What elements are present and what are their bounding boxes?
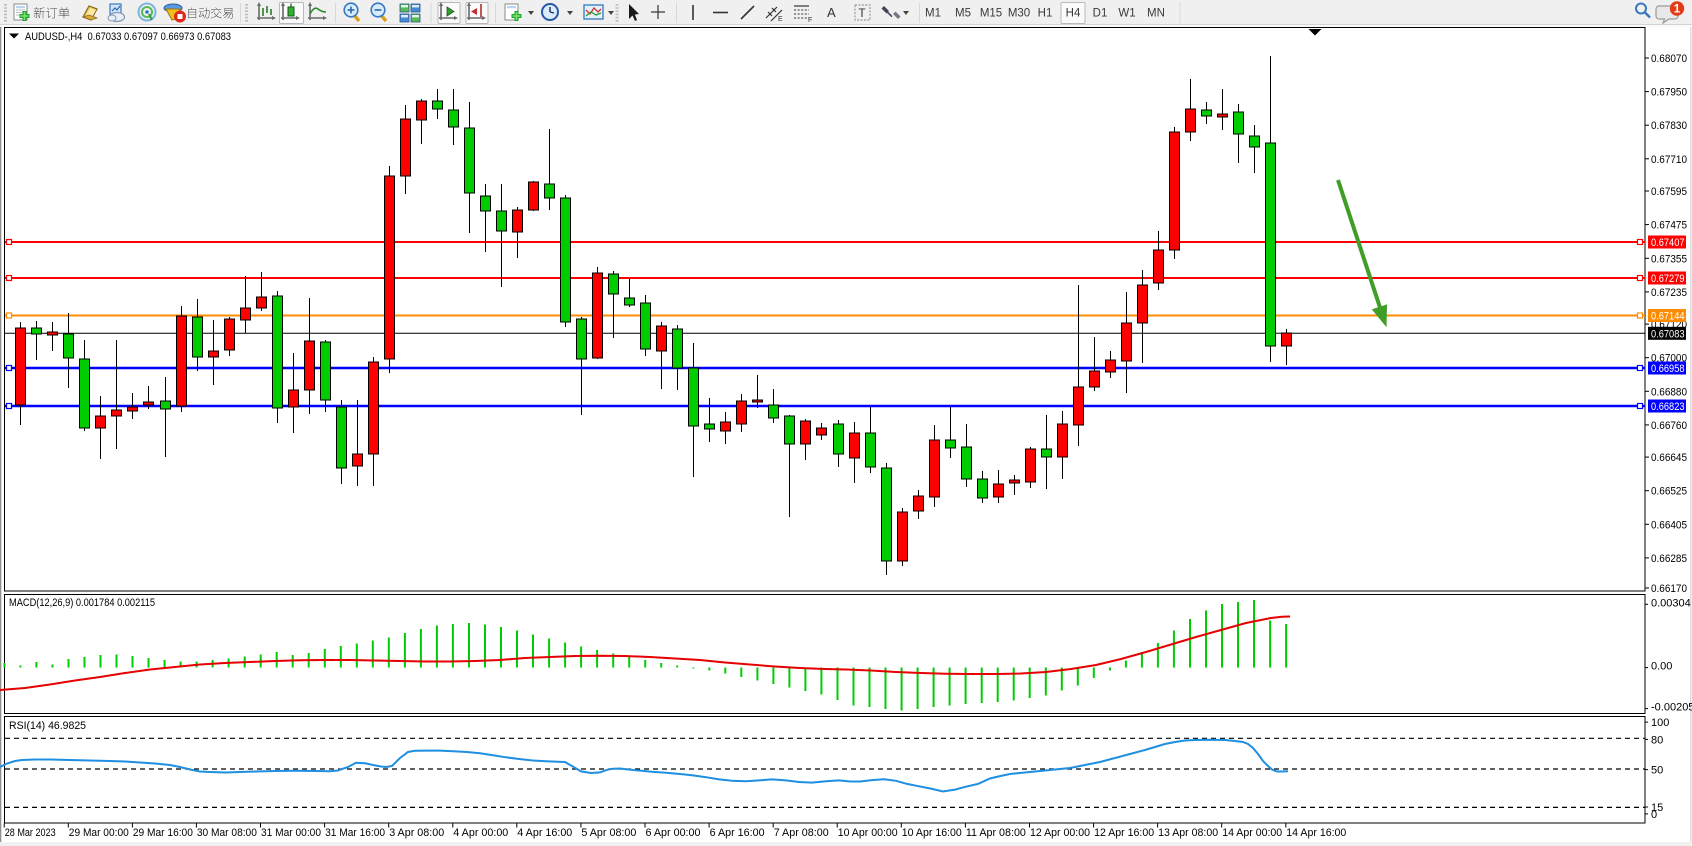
- svg-text:4 Apr 16:00: 4 Apr 16:00: [517, 827, 572, 839]
- svg-text:0.67950: 0.67950: [1651, 87, 1687, 99]
- svg-text:1: 1: [1674, 4, 1681, 16]
- svg-text:12 Apr 00:00: 12 Apr 00:00: [1030, 827, 1090, 839]
- svg-text:100: 100: [1651, 717, 1669, 729]
- svg-text:13 Apr 08:00: 13 Apr 08:00: [1158, 827, 1218, 839]
- svg-text:A: A: [827, 5, 836, 20]
- svg-text:D1: D1: [1093, 8, 1108, 20]
- svg-text:31 Mar 16:00: 31 Mar 16:00: [325, 827, 385, 839]
- svg-text:0.67595: 0.67595: [1651, 186, 1687, 198]
- svg-text:0.66760: 0.66760: [1651, 420, 1687, 432]
- svg-text:14 Apr 16:00: 14 Apr 16:00: [1286, 827, 1346, 839]
- svg-text:80: 80: [1651, 734, 1663, 746]
- svg-text:10 Apr 00:00: 10 Apr 00:00: [838, 827, 898, 839]
- svg-text:15: 15: [1651, 802, 1663, 814]
- svg-text:0.67235: 0.67235: [1651, 287, 1687, 299]
- svg-text:0.66645: 0.66645: [1651, 452, 1687, 464]
- svg-text:0.67710: 0.67710: [1651, 154, 1687, 166]
- svg-text:MACD(12,26,9) 0.001784 0.00211: MACD(12,26,9) 0.001784 0.002115: [9, 597, 155, 609]
- svg-text:28 Mar 2023: 28 Mar 2023: [5, 827, 56, 839]
- svg-text:30 Mar 08:00: 30 Mar 08:00: [197, 827, 257, 839]
- svg-text:0.67083: 0.67083: [1651, 328, 1685, 340]
- svg-text:5 Apr 08:00: 5 Apr 08:00: [581, 827, 636, 839]
- svg-text:F: F: [808, 17, 812, 24]
- svg-text:W1: W1: [1118, 8, 1135, 20]
- svg-text:M30: M30: [1008, 8, 1030, 20]
- svg-text:11 Apr 08:00: 11 Apr 08:00: [966, 827, 1026, 839]
- svg-text:0.66823: 0.66823: [1651, 401, 1685, 413]
- svg-text:0.66880: 0.66880: [1651, 386, 1687, 398]
- svg-text:0.66525: 0.66525: [1651, 486, 1687, 498]
- svg-text:E: E: [778, 16, 783, 23]
- svg-text:0.67279: 0.67279: [1651, 273, 1685, 285]
- svg-text:0.67475: 0.67475: [1651, 220, 1687, 232]
- svg-text:-0.00205: -0.00205: [1651, 702, 1692, 714]
- svg-text:0.67407: 0.67407: [1651, 237, 1685, 249]
- svg-text:6 Apr 00:00: 6 Apr 00:00: [646, 827, 701, 839]
- svg-text:29 Mar 00:00: 29 Mar 00:00: [69, 827, 129, 839]
- svg-text:0.66170: 0.66170: [1651, 583, 1687, 595]
- svg-text:MN: MN: [1147, 8, 1165, 20]
- svg-text:H1: H1: [1038, 8, 1053, 20]
- svg-text:T: T: [859, 8, 866, 20]
- svg-text:12 Apr 16:00: 12 Apr 16:00: [1094, 827, 1154, 839]
- svg-text:3 Apr 08:00: 3 Apr 08:00: [389, 827, 444, 839]
- svg-text:M5: M5: [955, 8, 971, 20]
- svg-text:10 Apr 16:00: 10 Apr 16:00: [902, 827, 962, 839]
- svg-text:14 Apr 00:00: 14 Apr 00:00: [1222, 827, 1282, 839]
- svg-text:0.66405: 0.66405: [1651, 519, 1687, 531]
- svg-text:4 Apr 00:00: 4 Apr 00:00: [453, 827, 508, 839]
- svg-text:M1: M1: [925, 8, 941, 20]
- svg-text:0: 0: [1651, 809, 1657, 821]
- svg-text:0.66285: 0.66285: [1651, 553, 1687, 565]
- svg-text:0.00: 0.00: [1651, 661, 1672, 673]
- svg-text:0.00304: 0.00304: [1651, 597, 1691, 609]
- svg-text:0.67355: 0.67355: [1651, 253, 1687, 265]
- svg-text:M15: M15: [980, 8, 1002, 20]
- svg-text:6 Apr 16:00: 6 Apr 16:00: [710, 827, 765, 839]
- svg-text:AUDUSD-,H4 0.67033 0.67097 0.: AUDUSD-,H4 0.67033 0.67097 0.66973 0.670…: [25, 31, 231, 43]
- svg-text:29 Mar 16:00: 29 Mar 16:00: [133, 827, 193, 839]
- svg-text:H4: H4: [1066, 8, 1081, 20]
- svg-text:0.66958: 0.66958: [1651, 363, 1685, 375]
- svg-text:0.67144: 0.67144: [1651, 311, 1685, 323]
- svg-text:31 Mar 00:00: 31 Mar 00:00: [261, 827, 321, 839]
- svg-text:0.68070: 0.68070: [1651, 53, 1687, 65]
- svg-text:7 Apr 08:00: 7 Apr 08:00: [774, 827, 829, 839]
- svg-text:50: 50: [1651, 765, 1663, 777]
- svg-text:0.67830: 0.67830: [1651, 120, 1687, 132]
- svg-text:RSI(14) 46.9825: RSI(14) 46.9825: [9, 720, 86, 732]
